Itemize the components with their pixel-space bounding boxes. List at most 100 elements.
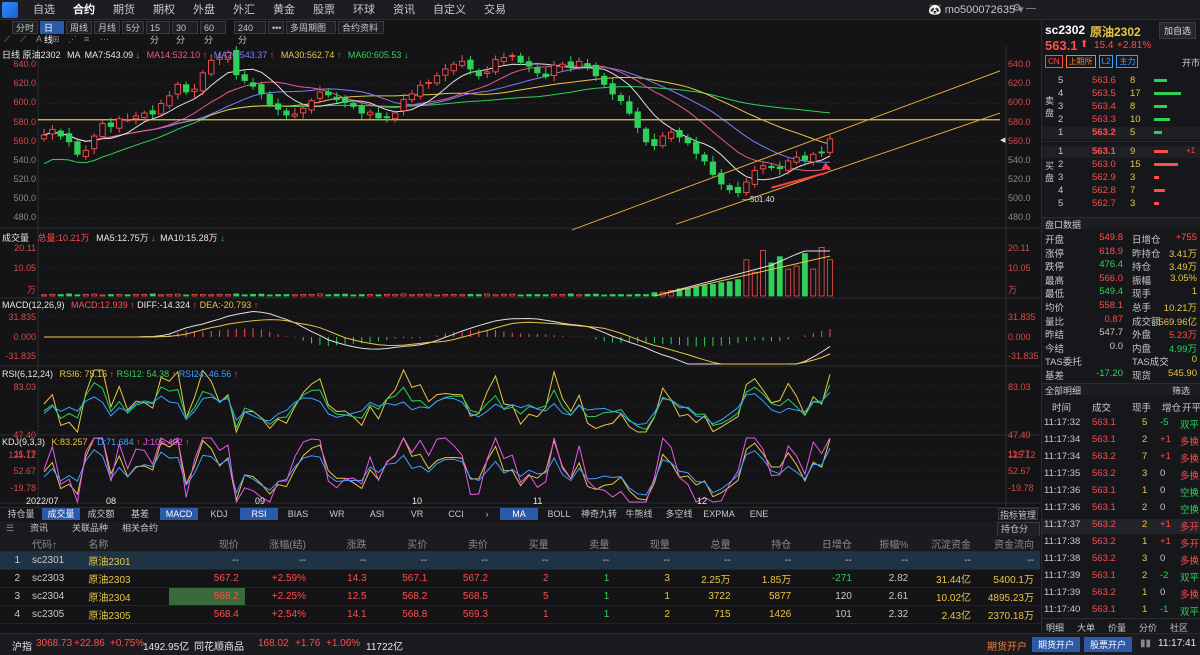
period-button-10[interactable]: 多周期图 (286, 21, 336, 34)
table-header-cell[interactable]: 卖价 (433, 536, 494, 552)
kline-chart[interactable]: —501.40 ◀ (0, 46, 1040, 507)
bid-row[interactable]: 3 562.9 3 (1042, 172, 1200, 184)
table-header-cell[interactable]: 日增仓 (797, 536, 858, 552)
draw-ray-icon[interactable]: ⟋ (20, 34, 27, 44)
table-header-cell[interactable]: 卖量 (554, 536, 616, 552)
table-row[interactable]: 1 sc2301 原油2301 -- -- -- -- -- -- -- -- -- -- -- -- -- -… (0, 551, 1040, 570)
table-header-cell[interactable]: 沉淀资金 (914, 536, 978, 552)
ask-row[interactable]: 5 563.6 8 (1042, 75, 1200, 87)
indicator-tab-5[interactable]: KDJ (210, 509, 228, 519)
indicator-tab-6[interactable]: RSI (240, 508, 278, 520)
collapse-icon[interactable]: ☰ (6, 523, 15, 533)
menu-item-8[interactable]: 环球 (353, 4, 375, 16)
quote-tab-2[interactable]: 价量 (1108, 623, 1127, 633)
add-watchlist-button[interactable]: 加自选 (1159, 22, 1197, 39)
period-button-1[interactable]: 日线 (40, 21, 64, 45)
quote-tab-0[interactable]: 明细 (1046, 623, 1065, 633)
menu-item-9[interactable]: 资讯 (393, 4, 415, 16)
futures-account-button[interactable]: 期货开户 (1032, 637, 1081, 652)
indicator-tab-11[interactable]: CCI (448, 509, 464, 519)
indicator-tab-12[interactable]: › (485, 509, 489, 519)
table-header-cell[interactable]: 名称 (82, 536, 169, 552)
bid-row[interactable]: 4 562.8 7 (1042, 185, 1200, 197)
menu-item-0[interactable]: 自选 (33, 4, 55, 16)
indicator-tab-9[interactable]: ASI (369, 509, 385, 519)
indicator-tab-1[interactable]: 成交量 (42, 508, 80, 520)
menu-item-4[interactable]: 外盘 (193, 4, 215, 16)
ask-row[interactable]: 2 563.3 10 (1042, 114, 1200, 126)
table-header-cell[interactable]: 涨幅(结) (244, 536, 312, 552)
table-header-cell[interactable]: 持仓 (736, 536, 798, 552)
indicator-tab-10[interactable]: VR (410, 509, 424, 519)
period-button-3[interactable]: 月线 (94, 21, 120, 34)
table-header-cell[interactable] (0, 536, 26, 552)
period-button-5[interactable]: 15分 (146, 21, 170, 45)
table-header-cell[interactable]: 买价 (372, 536, 434, 552)
tick-row[interactable]: 11:17:39 563.1 2 -2 双平 (1042, 570, 1200, 585)
menu-item-3[interactable]: 期权 (153, 4, 175, 16)
tick-row[interactable]: 11:17:36 563.1 1 0 空换 (1042, 485, 1200, 500)
table-row[interactable]: 2 sc2303 原油2303 567.2 +2.59% 14.3 567.1 567.2 2 1… (0, 569, 1040, 588)
menu-item-5[interactable]: 外汇 (233, 4, 255, 16)
tick-row[interactable]: 11:17:38 563.2 3 0 多换 (1042, 553, 1200, 568)
tick-row[interactable]: 11:17:38 563.2 1 +1 多开 (1042, 536, 1200, 551)
period-button-6[interactable]: 30分 (172, 21, 198, 45)
tick-row[interactable]: 11:17:40 563.1 1 -1 双平 (1042, 604, 1200, 619)
quote-tab-3[interactable]: 分价 (1139, 623, 1158, 633)
tick-row[interactable]: 11:17:39 563.2 1 0 多换 (1042, 587, 1200, 602)
filter-button[interactable]: 筛选 (1172, 386, 1191, 396)
period-button-0[interactable]: 分时 (12, 21, 38, 34)
draw-line-icon[interactable]: ⟋ (4, 34, 11, 44)
bid-row[interactable]: 1 563.1 9 +1 (1042, 146, 1200, 158)
tick-row[interactable]: 11:17:34 563.2 7 +1 多换 (1042, 451, 1200, 466)
minimize-icon[interactable]: — (1026, 3, 1036, 14)
ask-row[interactable]: 4 563.5 17 (1042, 88, 1200, 100)
menu-item-2[interactable]: 期货 (113, 4, 135, 16)
draw-more-icon[interactable]: ⋯ (100, 34, 109, 44)
table-header-cell[interactable]: 资金流向 (977, 536, 1040, 552)
menu-item-10[interactable]: 自定义 (433, 4, 466, 16)
bid-row[interactable]: 2 563.0 15 (1042, 159, 1200, 171)
indicator-tab-13[interactable]: MA (500, 508, 538, 520)
indicator-tab-14[interactable]: BOLL (547, 509, 571, 519)
draw-shape-icon[interactable]: ⊞ (52, 34, 60, 44)
table-header-cell[interactable]: 总量 (675, 536, 737, 552)
menu-item-1[interactable]: 合约 (73, 4, 95, 16)
period-button-11[interactable]: 合约资料 (338, 21, 384, 34)
user-account[interactable]: 🐼 mo500072635 ▾ (928, 4, 1024, 16)
table-header-cell[interactable]: 现价 (168, 536, 245, 552)
indicator-tab-2[interactable]: 成交额 (87, 509, 115, 519)
tick-row[interactable]: 11:17:36 563.1 2 0 空换 (1042, 502, 1200, 517)
period-button-4[interactable]: 5分 (122, 21, 144, 34)
table-row[interactable]: 3 sc2304 原油2304 568.2 +2.25% 12.5 568.2 568.5 5 1… (0, 587, 1040, 606)
table-header-cell[interactable]: 现量 (615, 536, 676, 552)
stock-account-button[interactable]: 股票开户 (1084, 637, 1133, 652)
table-row[interactable]: 4 sc2305 原油2305 568.4 +2.54% 14.1 568.8 569.3 1 1… (0, 605, 1040, 624)
draw-channel-icon[interactable]: ⋰ (68, 34, 77, 44)
ask-row[interactable]: 3 563.4 8 (1042, 101, 1200, 113)
quote-tab-4[interactable]: 社区 (1170, 623, 1189, 633)
tab-related-varieties[interactable]: 关联品种 (72, 523, 109, 533)
quote-tab-1[interactable]: 大单 (1077, 623, 1096, 633)
tab-related-contracts[interactable]: 相关合约 (122, 523, 159, 533)
futures-open-link[interactable]: 期货开户 (987, 642, 1027, 653)
indicator-tab-17[interactable]: 多空线 (665, 509, 693, 519)
menu-item-11[interactable]: 交易 (484, 4, 506, 16)
tick-row[interactable]: 11:17:34 563.1 2 +1 多换 (1042, 434, 1200, 449)
draw-text-icon[interactable]: A (36, 34, 43, 44)
indicator-tab-15[interactable]: 神奇九转 (580, 509, 617, 519)
tab-news[interactable]: 资讯 (30, 523, 49, 533)
menu-item-7[interactable]: 股票 (313, 4, 335, 16)
indicator-tab-19[interactable]: ENE (749, 509, 769, 519)
period-button-7[interactable]: 60分 (200, 21, 226, 45)
tick-row[interactable]: 11:17:35 563.2 3 0 多换 (1042, 468, 1200, 483)
table-header-cell[interactable]: 代码↑ (26, 536, 83, 552)
table-header-cell[interactable]: 振幅% (857, 536, 915, 552)
tick-row[interactable]: 11:17:32 563.1 5 -5 双平 (1042, 417, 1200, 432)
tick-row[interactable]: 11:17:37 563.2 2 +1 多开 (1042, 519, 1200, 534)
indicator-tab-7[interactable]: BIAS (287, 509, 309, 519)
period-button-9[interactable]: ••• (268, 21, 284, 34)
indicator-tab-8[interactable]: WR (329, 509, 345, 519)
indicator-tab-16[interactable]: 牛熊线 (625, 509, 653, 519)
ask-row[interactable]: 1 563.2 5 (1042, 127, 1200, 139)
